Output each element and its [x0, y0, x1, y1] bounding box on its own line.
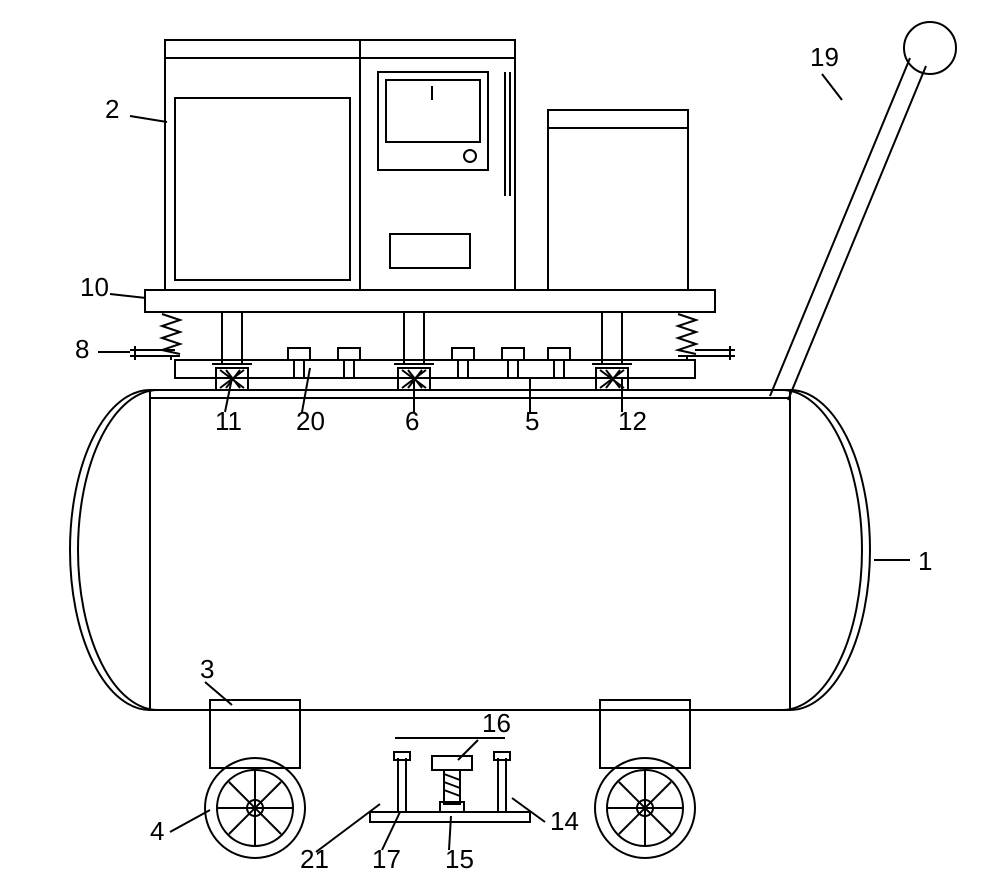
spring-left — [162, 312, 180, 360]
label-10: 10 — [80, 272, 109, 302]
label-14: 14 — [550, 806, 579, 836]
label-5: 5 — [525, 406, 539, 436]
bolt-5 — [548, 348, 570, 378]
leader-10 — [110, 294, 146, 298]
label-19: 19 — [810, 42, 839, 72]
bottom-assembly — [370, 738, 530, 822]
bolt-3 — [452, 348, 474, 378]
lug-8-right — [695, 346, 735, 360]
label-15: 15 — [445, 844, 474, 874]
tank-cap-left-seam — [78, 390, 158, 710]
machine-unit-2 — [165, 40, 515, 290]
label-4: 4 — [150, 816, 164, 846]
bolt-4 — [502, 348, 524, 378]
label-16: 16 — [482, 708, 511, 738]
label-12: 12 — [618, 406, 647, 436]
label-11: 11 — [215, 406, 242, 436]
wheel-left — [205, 758, 305, 858]
secondary-box — [548, 110, 688, 290]
label-17: 17 — [372, 844, 401, 874]
spring-right — [678, 312, 696, 360]
label-3: 3 — [200, 654, 214, 684]
tank-cap-right — [790, 390, 870, 710]
post-left — [222, 312, 242, 364]
post-mid — [404, 312, 424, 364]
label-21: 21 — [300, 844, 329, 874]
handle-19 — [770, 22, 956, 400]
label-1: 1 — [918, 546, 932, 576]
leader-2 — [130, 116, 167, 122]
label-8: 8 — [75, 334, 89, 364]
label-6: 6 — [405, 406, 419, 436]
wheel-right — [595, 758, 695, 858]
platform-10 — [145, 290, 715, 312]
label-2: 2 — [105, 94, 119, 124]
leader-4 — [170, 810, 210, 832]
bolt-1 — [288, 348, 310, 378]
tank-cap-right-seam — [782, 390, 862, 710]
label-20: 20 — [296, 406, 325, 436]
leader-19 — [822, 74, 842, 100]
tank-cap-left — [70, 390, 150, 710]
leader-14 — [512, 798, 545, 822]
post-right — [602, 312, 622, 364]
bolt-2 — [338, 348, 360, 378]
tank-body — [150, 390, 790, 710]
